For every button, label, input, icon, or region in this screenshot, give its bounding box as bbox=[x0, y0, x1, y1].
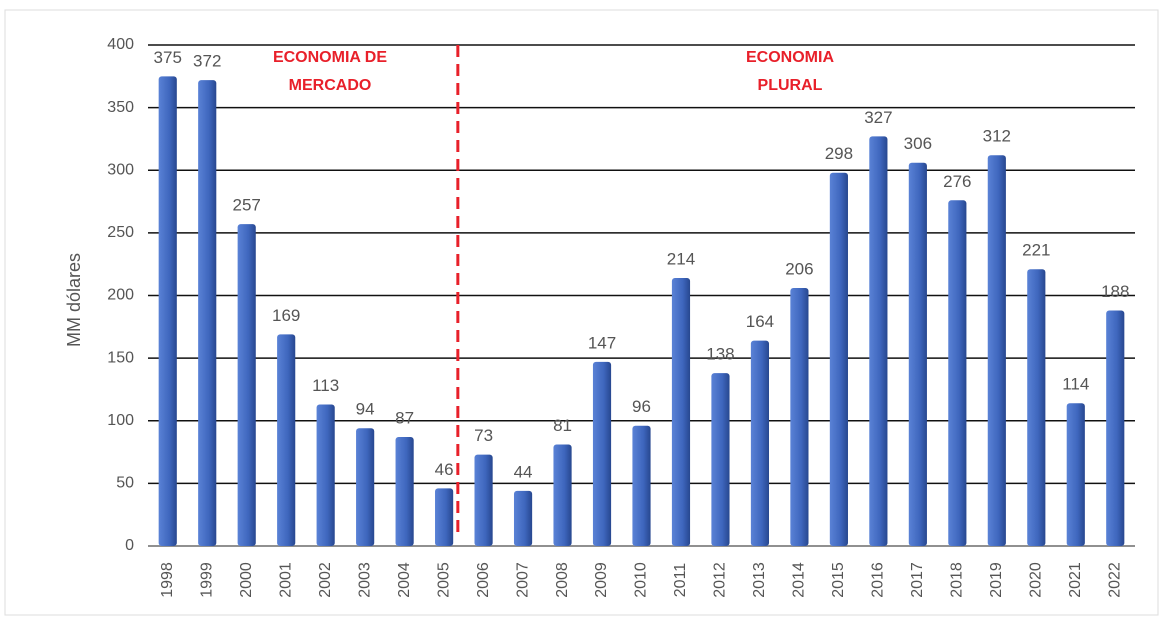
bar bbox=[671, 277, 691, 546]
bar bbox=[158, 76, 177, 546]
data-label: 221 bbox=[1022, 241, 1050, 260]
data-label: 298 bbox=[825, 144, 853, 163]
bar bbox=[908, 162, 927, 547]
data-label: 114 bbox=[1062, 375, 1089, 394]
period-annotation: ECONOMIA bbox=[746, 49, 834, 66]
data-label: 206 bbox=[785, 259, 813, 278]
y-tick-label: 0 bbox=[125, 537, 134, 554]
data-label: 94 bbox=[356, 400, 375, 419]
bar bbox=[277, 334, 296, 546]
bar bbox=[513, 490, 533, 546]
data-label: 138 bbox=[706, 345, 734, 364]
data-label: 96 bbox=[632, 397, 651, 416]
x-tick-label: 2005 bbox=[435, 562, 452, 598]
bar bbox=[237, 224, 256, 547]
x-tick-label: 2022 bbox=[1106, 562, 1123, 598]
bar bbox=[435, 488, 454, 546]
x-tick-label: 2009 bbox=[593, 562, 610, 598]
data-label: 147 bbox=[588, 333, 616, 352]
bar bbox=[198, 80, 217, 546]
x-tick-label: 1998 bbox=[159, 562, 176, 598]
data-label: 81 bbox=[553, 416, 572, 435]
bar bbox=[395, 437, 414, 546]
data-label: 44 bbox=[514, 462, 533, 481]
x-tick-label: 2000 bbox=[238, 562, 255, 598]
data-label: 87 bbox=[395, 409, 414, 428]
data-label: 169 bbox=[272, 306, 300, 325]
bar bbox=[1106, 310, 1125, 546]
x-tick-label: 2021 bbox=[1067, 562, 1084, 598]
y-axis-label: MM dólares bbox=[64, 253, 84, 347]
y-tick-label: 250 bbox=[107, 224, 134, 241]
y-tick-label: 150 bbox=[107, 349, 134, 366]
bar bbox=[869, 136, 888, 546]
bar bbox=[632, 425, 651, 546]
bar bbox=[987, 155, 1006, 546]
x-tick-label: 2016 bbox=[870, 562, 887, 598]
x-tick-label: 2001 bbox=[277, 562, 294, 598]
y-tick-label: 300 bbox=[107, 161, 134, 178]
bar bbox=[1027, 269, 1046, 546]
x-tick-label: 2008 bbox=[554, 562, 571, 598]
x-tick-label: 1999 bbox=[198, 562, 215, 598]
bar bbox=[829, 172, 848, 546]
x-tick-label: 2017 bbox=[909, 562, 926, 598]
data-label: 188 bbox=[1101, 282, 1129, 301]
bar bbox=[316, 404, 335, 546]
x-tick-label: 2006 bbox=[475, 562, 492, 598]
x-tick-label: 2020 bbox=[1028, 562, 1045, 598]
x-tick-label: 2011 bbox=[672, 563, 689, 598]
chart-frame bbox=[4, 9, 1159, 616]
x-tick-label: 2007 bbox=[514, 562, 531, 598]
x-tick-label: 2010 bbox=[633, 562, 650, 598]
x-tick-label: 2018 bbox=[949, 562, 966, 598]
period-annotation: MERCADO bbox=[289, 77, 372, 94]
y-tick-label: 200 bbox=[107, 287, 134, 304]
x-tick-label: 2014 bbox=[791, 562, 808, 598]
x-tick-label: 2012 bbox=[712, 562, 729, 598]
x-tick-label: 2003 bbox=[356, 562, 373, 598]
bar bbox=[948, 200, 967, 546]
bar bbox=[711, 373, 730, 546]
data-label: 372 bbox=[193, 52, 221, 71]
x-tick-label: 2019 bbox=[988, 562, 1005, 598]
y-tick-label: 350 bbox=[107, 99, 134, 116]
bar bbox=[474, 454, 493, 546]
data-label: 276 bbox=[943, 172, 971, 191]
period-annotation: ECONOMIA DE bbox=[273, 49, 387, 66]
data-label: 46 bbox=[435, 460, 454, 479]
bar bbox=[356, 428, 375, 546]
data-label: 113 bbox=[312, 376, 339, 395]
data-label: 214 bbox=[667, 249, 695, 268]
period-annotation: PLURAL bbox=[758, 77, 823, 94]
data-label: 73 bbox=[474, 426, 493, 445]
bar bbox=[553, 444, 572, 546]
x-tick-label: 2013 bbox=[751, 562, 768, 598]
bar bbox=[592, 361, 612, 546]
data-label: 375 bbox=[154, 48, 182, 67]
x-tick-label: 2015 bbox=[830, 562, 847, 598]
bar bbox=[750, 340, 770, 546]
x-tick-label: 2004 bbox=[396, 562, 413, 598]
data-label: 312 bbox=[983, 127, 1011, 146]
data-label: 306 bbox=[904, 134, 932, 153]
bar bbox=[1066, 403, 1085, 546]
y-tick-label: 50 bbox=[116, 475, 134, 492]
y-tick-label: 100 bbox=[107, 412, 134, 429]
data-label: 164 bbox=[746, 312, 774, 331]
data-label: 257 bbox=[233, 196, 261, 215]
data-label: 327 bbox=[864, 108, 892, 127]
y-tick-label: 400 bbox=[107, 36, 134, 53]
bar bbox=[790, 287, 809, 546]
x-tick-label: 2002 bbox=[317, 562, 334, 598]
